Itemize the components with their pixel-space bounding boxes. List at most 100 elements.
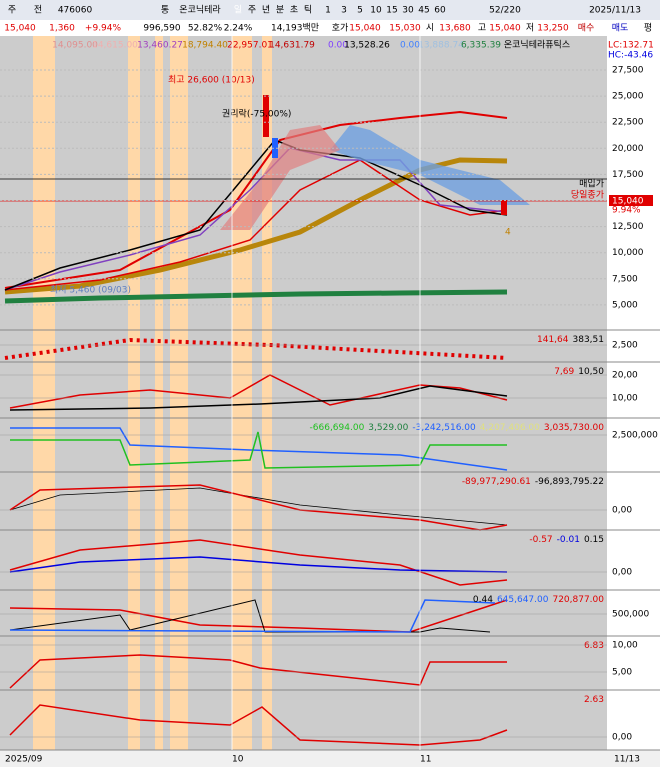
quote-field: 13,250 bbox=[537, 24, 569, 34]
low-note: 최저 5,460 (09/03) bbox=[50, 285, 131, 296]
panel-values: 141,64 383,51 bbox=[537, 335, 604, 345]
price-tag bbox=[609, 195, 653, 206]
y-axis-label: 0,00 bbox=[612, 506, 632, 516]
legend-value: 14,631.79 bbox=[269, 41, 315, 51]
toolbar-field[interactable]: 주 bbox=[8, 5, 16, 16]
quote-bar bbox=[0, 20, 660, 36]
y-axis-label: 0,00 bbox=[612, 733, 632, 743]
quote-field: 52.82% bbox=[188, 24, 223, 34]
panel-value: 0.44 bbox=[473, 595, 493, 605]
count: 52/220 bbox=[489, 6, 521, 16]
panel-values: 0.44 645,647.00 720,877.00 bbox=[473, 595, 604, 605]
buy-button[interactable]: 매수 bbox=[578, 23, 595, 34]
period-tab[interactable]: 일 bbox=[234, 5, 242, 16]
y-axis-label: 0,00 bbox=[612, 568, 632, 578]
legend-value: 6,335.39 bbox=[461, 41, 501, 51]
legend-value: 0.00 bbox=[328, 41, 348, 51]
toolbar-field[interactable]: 전 bbox=[34, 5, 42, 16]
interval-button[interactable]: 3 bbox=[341, 6, 347, 16]
quote-field: +9.94% bbox=[85, 24, 122, 34]
interval-button[interactable]: 15 bbox=[386, 6, 397, 16]
indicator bbox=[9, 556, 508, 573]
band bbox=[262, 36, 272, 750]
legend-value: 0.00 bbox=[400, 41, 420, 51]
quote-field: 15,040 bbox=[349, 24, 381, 34]
interval-button[interactable]: 45 bbox=[418, 6, 429, 16]
legend-value: 14,095.00 bbox=[52, 41, 98, 51]
y-axis-label: 27,500 bbox=[612, 66, 644, 76]
panel-value: -96,893,795.22 bbox=[535, 477, 604, 487]
indicator bbox=[9, 487, 508, 526]
panel-values: -89,977,290.61 -96,893,795.22 bbox=[462, 477, 604, 487]
quote-field: 고 bbox=[478, 24, 486, 34]
quote-field: 15,040 bbox=[489, 24, 521, 34]
date-label: 2025/09 bbox=[5, 755, 43, 765]
y-axis-label: 12,500 bbox=[612, 222, 644, 232]
indicator bbox=[9, 599, 508, 633]
panel-value: 2.63 bbox=[584, 695, 604, 705]
panel-value: 7,69 bbox=[554, 367, 574, 377]
band bbox=[232, 36, 252, 750]
y-axis-label: 10,00 bbox=[612, 641, 638, 651]
candle bbox=[272, 138, 278, 158]
panel-value: -3,242,516.00 bbox=[412, 423, 476, 433]
y-axis-label: 7,500 bbox=[612, 274, 638, 284]
y-axis-label: 25,000 bbox=[612, 92, 644, 102]
toolbar-field[interactable]: 온코닉테라 bbox=[179, 5, 221, 16]
legend-lc: LC:132.71 bbox=[608, 41, 654, 51]
panel-values: 6.83 bbox=[584, 641, 604, 651]
quote-field: 저 bbox=[526, 23, 534, 34]
panel-value: 720,877.00 bbox=[552, 595, 604, 605]
ma-line bbox=[4, 157, 508, 295]
eval-button[interactable]: 평 bbox=[644, 23, 652, 34]
quote-field: 15,040 bbox=[4, 24, 36, 34]
quote-field: 호가 bbox=[332, 23, 349, 34]
panel-values: -666,694.00 3,529.00 -3,242,516.00 4,207,40… bbox=[310, 423, 605, 433]
panel-value: 383,51 bbox=[573, 335, 605, 345]
interval-button[interactable]: 60 bbox=[434, 6, 446, 16]
y-axis-label: 500,000 bbox=[612, 610, 649, 620]
band bbox=[128, 36, 140, 750]
y-axis-label: 10,000 bbox=[612, 248, 644, 258]
interval-button[interactable]: 5 bbox=[357, 6, 363, 16]
interval-button[interactable]: 30 bbox=[402, 6, 414, 16]
legend-value: 온코닉테라퓨틱스 bbox=[504, 39, 570, 51]
legend-value: 18,794.40 bbox=[182, 41, 228, 51]
indicator bbox=[10, 427, 508, 471]
y-axis-label: 5,00 bbox=[612, 668, 632, 678]
sell-button[interactable]: 매도 bbox=[612, 23, 629, 34]
date: 2025/11/13 bbox=[589, 6, 641, 16]
toolbar-field[interactable]: 476060 bbox=[58, 6, 93, 16]
indicator bbox=[9, 385, 508, 411]
panel-value: 645,647.00 bbox=[497, 595, 549, 605]
panel-value: 4,207,406.00 bbox=[480, 423, 540, 433]
quote-field: 15,030 bbox=[389, 24, 421, 34]
interval-button[interactable]: 10 bbox=[370, 6, 382, 16]
quote-field: 1,360 bbox=[49, 24, 75, 34]
toolbar-field[interactable]: 통 bbox=[161, 5, 169, 16]
quote-field: 13,680 bbox=[439, 24, 471, 34]
period-tab[interactable]: 주 bbox=[248, 5, 256, 16]
period-tab[interactable]: 초 bbox=[290, 5, 298, 16]
period-tab[interactable]: 분 bbox=[276, 5, 284, 16]
panel-value: 6.83 bbox=[584, 641, 604, 651]
band bbox=[33, 36, 55, 750]
interval-button[interactable]: 1 bbox=[325, 6, 331, 16]
y-axis-label: 2,500 bbox=[612, 341, 638, 351]
period-tab[interactable]: 년 bbox=[262, 5, 270, 16]
legend-value: 13,528.26 bbox=[344, 41, 390, 51]
candle bbox=[263, 95, 269, 137]
legend-value: 13,888.74 bbox=[418, 41, 464, 51]
panel-value: -666,694.00 bbox=[310, 423, 365, 433]
panel-value: 3,529.00 bbox=[368, 423, 408, 433]
legend-value: 14,615.00 bbox=[92, 41, 138, 51]
panel-value: 10,50 bbox=[578, 367, 604, 377]
band bbox=[155, 36, 163, 750]
quote-field: 시 bbox=[426, 23, 434, 34]
quote-field: 14,193백만 bbox=[271, 23, 319, 34]
date-label: 11/13 bbox=[614, 755, 640, 765]
y-axis-label: 22,500 bbox=[612, 118, 644, 128]
count-note: 4 bbox=[505, 228, 511, 238]
legend-hc: HC:-43.46 bbox=[608, 51, 653, 61]
period-tab[interactable]: 틱 bbox=[304, 4, 312, 16]
